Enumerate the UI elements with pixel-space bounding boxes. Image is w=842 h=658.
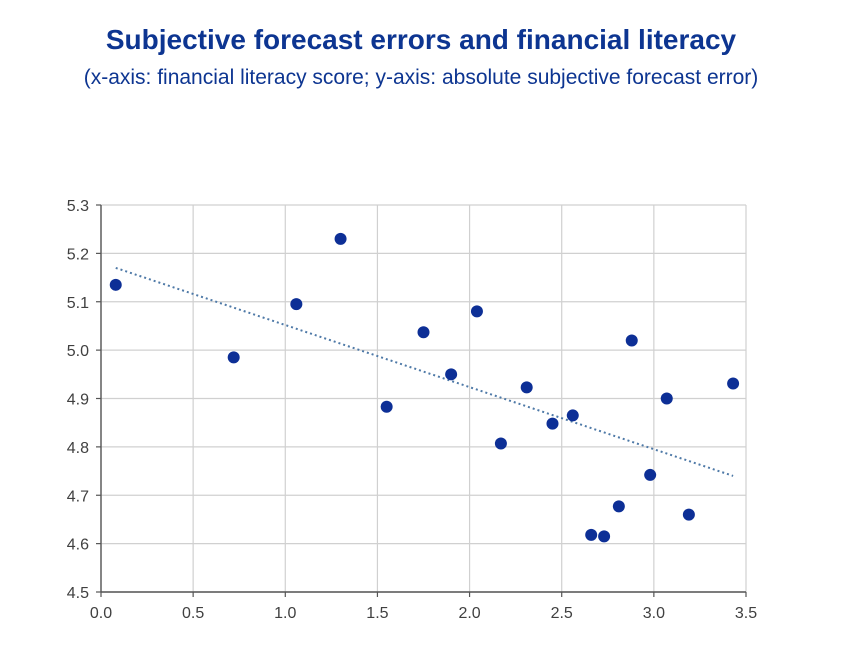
scatter-point bbox=[520, 381, 533, 394]
y-tick-label: 4.5 bbox=[67, 585, 89, 602]
trendline-group bbox=[115, 266, 734, 477]
scatter-point bbox=[494, 437, 507, 450]
x-tick-label: 1.0 bbox=[274, 605, 296, 622]
y-tick-label: 4.9 bbox=[67, 392, 89, 409]
y-tick-label: 4.8 bbox=[67, 440, 89, 457]
scatter-point bbox=[566, 409, 579, 422]
scatter-point bbox=[660, 392, 673, 405]
y-tick-label: 5.1 bbox=[67, 295, 89, 312]
scatter-point bbox=[445, 368, 458, 381]
chart-title: Subjective forecast errors and financial… bbox=[105, 24, 737, 55]
x-tick-label: 0.5 bbox=[182, 605, 204, 622]
scatter-point bbox=[380, 400, 393, 413]
x-tick-label: 2.0 bbox=[458, 605, 480, 622]
y-tick-label: 5.2 bbox=[67, 246, 89, 263]
tick-labels: 0.0 0.5 1.0 1.5 2.0 2.5 3.0 3.5 4.5 4.6 4.7 4.8 4.9 5… bbox=[67, 198, 757, 622]
chart-subtitle: (x-axis: financial literacy score; y-axi… bbox=[83, 66, 759, 89]
y-tick-label: 5.3 bbox=[67, 198, 89, 215]
scatter-point bbox=[334, 232, 347, 245]
scatter-point bbox=[227, 351, 240, 364]
data-points bbox=[109, 232, 740, 543]
scatter-point bbox=[585, 528, 598, 541]
scatter-point bbox=[644, 468, 657, 481]
x-tick-label: 0.0 bbox=[90, 605, 112, 622]
x-tick-label: 3.5 bbox=[735, 605, 757, 622]
x-tick-label: 3.0 bbox=[643, 605, 665, 622]
scatter-point bbox=[682, 508, 695, 521]
y-tick-label: 4.7 bbox=[67, 488, 89, 505]
scatter-point bbox=[417, 326, 430, 339]
x-tick-label: 1.5 bbox=[366, 605, 388, 622]
scatter-point bbox=[470, 305, 483, 318]
scatter-point bbox=[546, 417, 559, 430]
scatter-point bbox=[625, 334, 638, 347]
y-tick-label: 5.0 bbox=[67, 343, 89, 360]
trendline bbox=[115, 266, 734, 477]
axes bbox=[96, 204, 747, 597]
scatter-point bbox=[109, 278, 122, 291]
scatter-point bbox=[727, 377, 740, 390]
scatter-point bbox=[612, 500, 625, 513]
y-tick-label: 4.6 bbox=[67, 537, 89, 554]
scatter-point bbox=[290, 298, 303, 311]
x-tick-label: 2.5 bbox=[551, 605, 573, 622]
grid-lines bbox=[100, 204, 747, 593]
scatter-point bbox=[598, 530, 611, 543]
